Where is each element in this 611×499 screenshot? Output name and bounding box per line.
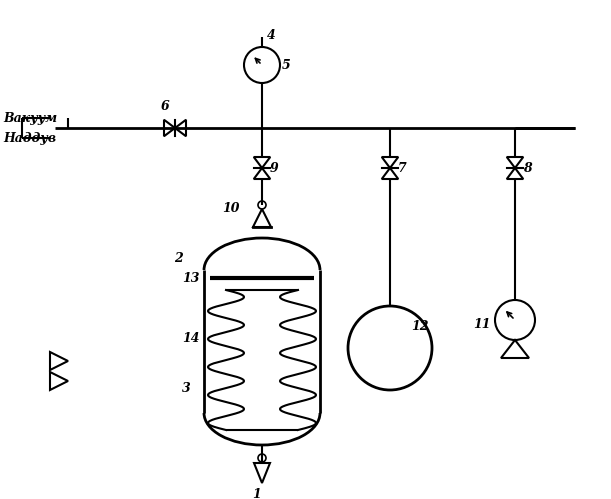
Text: 12: 12: [411, 320, 428, 333]
Text: 5: 5: [282, 58, 291, 71]
Text: 13: 13: [182, 271, 200, 284]
Text: 2: 2: [174, 251, 183, 264]
Text: 3: 3: [182, 382, 191, 395]
Text: 11: 11: [473, 318, 491, 331]
Text: Вакуум: Вакуум: [3, 111, 57, 124]
Text: 4: 4: [267, 28, 276, 41]
Text: 8: 8: [523, 162, 532, 175]
Text: 6: 6: [161, 99, 169, 112]
Text: 9: 9: [270, 162, 279, 175]
Text: 7: 7: [398, 162, 407, 175]
Text: Наддув: Наддув: [3, 132, 56, 145]
Text: 14: 14: [182, 332, 200, 345]
Text: 10: 10: [222, 202, 240, 215]
Text: 1: 1: [252, 489, 262, 499]
